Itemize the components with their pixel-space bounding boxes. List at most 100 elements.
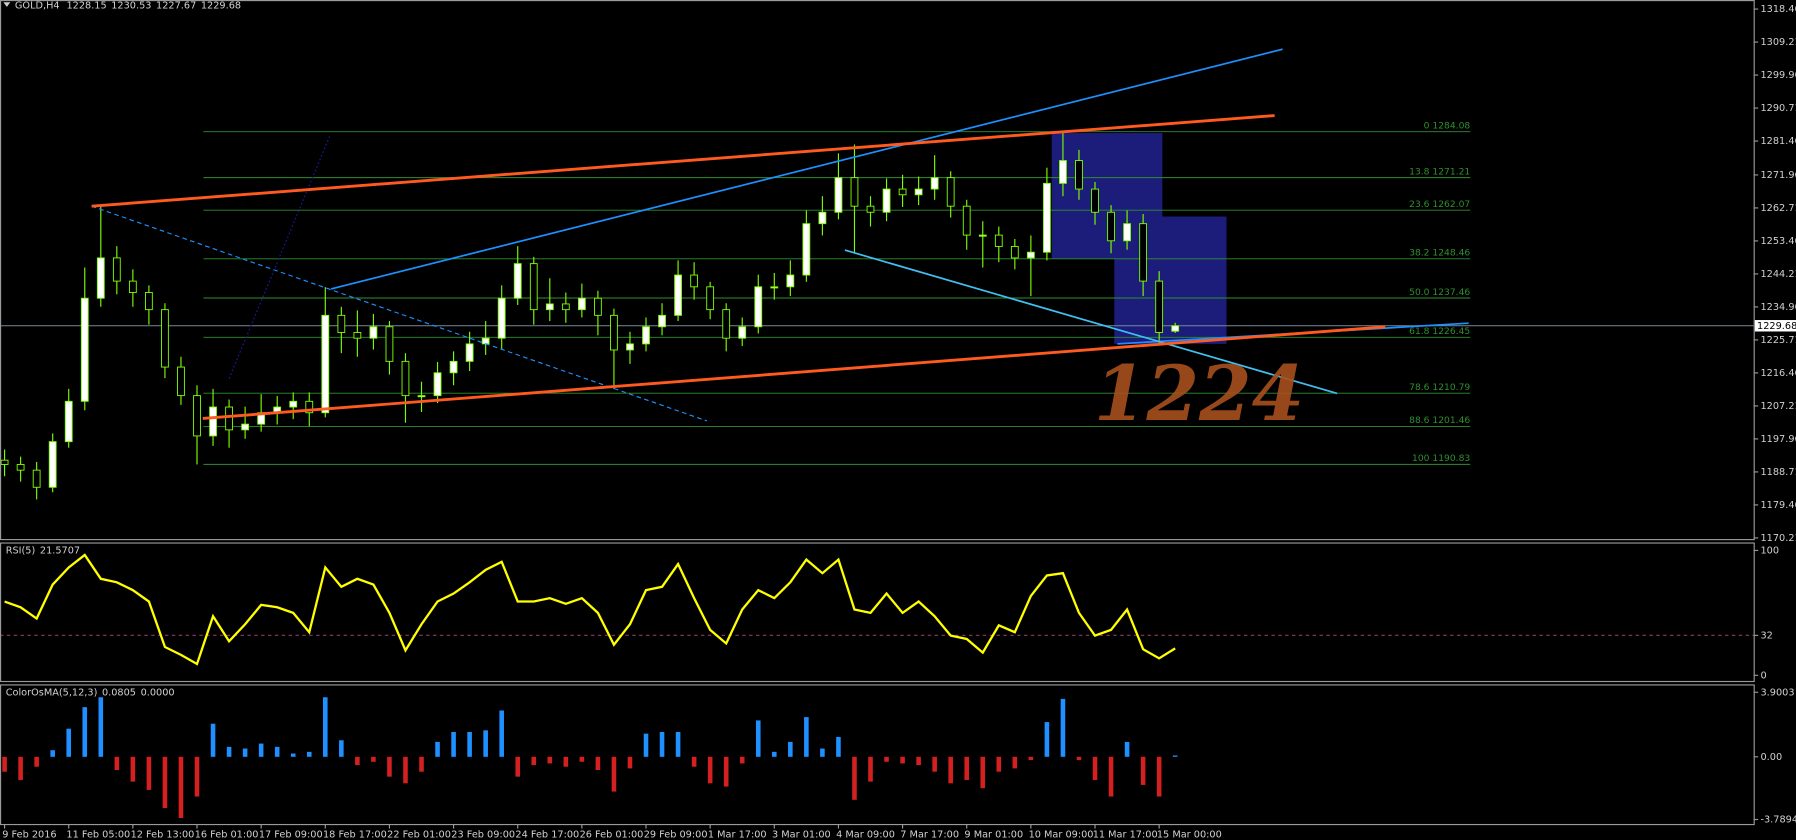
candle-body xyxy=(626,343,634,351)
candle-body xyxy=(577,297,586,311)
osma-bar xyxy=(1156,756,1162,797)
candle-body xyxy=(433,372,442,397)
x-tick-label: 24 Feb 17:00 xyxy=(515,829,579,840)
menu-triangle[interactable] xyxy=(3,2,11,7)
osma-bar xyxy=(387,756,392,777)
x-tick-label: 9 Mar 01:00 xyxy=(964,829,1023,840)
osma-bar xyxy=(1044,722,1050,757)
osma-bar xyxy=(643,733,649,757)
candle-body xyxy=(112,257,121,282)
osma-bar xyxy=(1060,698,1066,757)
x-tick-label: 16 Feb 01:00 xyxy=(195,829,259,840)
osma-bar xyxy=(980,756,986,789)
high: 1230.53 xyxy=(111,1,151,12)
candle-body xyxy=(177,366,185,397)
x-tick-label: 3 Mar 01:00 xyxy=(772,829,831,840)
y-tick-label: -3.7894 xyxy=(1760,815,1796,826)
x-tick-label: 7 Mar 17:00 xyxy=(900,829,959,840)
fib-label: 78.6 1210.79 xyxy=(1409,383,1470,393)
bid-label: 1229.68 xyxy=(1757,321,1796,332)
trendline xyxy=(844,249,1338,395)
x-tick-label: 10 Mar 09:00 xyxy=(1029,829,1094,840)
y-tick-label: 1244.21 xyxy=(1760,269,1796,280)
y-tick-label: 1179.46 xyxy=(1760,500,1796,511)
osma-bar xyxy=(515,756,521,777)
osma-bar xyxy=(419,756,424,772)
candle-body xyxy=(1091,188,1099,213)
bid-label-box xyxy=(1754,320,1796,332)
rsi-panel-frame xyxy=(0,542,1755,683)
x-tick-label: 17 Feb 09:00 xyxy=(259,829,323,840)
osma-bar xyxy=(451,731,456,757)
osma-bar xyxy=(755,720,761,757)
osma-bar xyxy=(66,728,72,757)
osma-bar xyxy=(772,751,777,757)
x-tick-label: 4 Mar 09:00 xyxy=(836,829,895,840)
osma-bar xyxy=(739,756,745,764)
osma-bar xyxy=(483,730,488,757)
osma-bar xyxy=(467,731,472,757)
y-tick-label: 1188.71 xyxy=(1760,467,1796,478)
candle-body xyxy=(497,297,506,339)
osma-bar xyxy=(948,756,953,784)
osma-bar xyxy=(339,740,344,757)
candle-body xyxy=(882,188,891,213)
candle-body xyxy=(690,274,699,288)
candle-body xyxy=(994,234,1003,247)
osma-bar xyxy=(371,756,376,762)
osma-bar xyxy=(964,756,970,780)
candle-body xyxy=(32,469,41,488)
osma-bar xyxy=(242,748,248,757)
rsi-line xyxy=(4,553,1176,666)
candle-body xyxy=(754,286,763,328)
candle-body xyxy=(225,406,233,431)
osma-bar xyxy=(996,756,1002,772)
osma-bar xyxy=(18,756,23,780)
candle-body xyxy=(561,303,570,311)
candle-body xyxy=(818,211,827,225)
candle-body xyxy=(417,395,426,398)
y-tick-label: 0 xyxy=(1760,670,1766,681)
y-tick-label: 1225.71 xyxy=(1760,335,1796,346)
candle-body xyxy=(209,406,217,437)
osma-bar xyxy=(611,756,617,792)
candle-body xyxy=(545,303,554,311)
osma-bar xyxy=(852,756,857,800)
candle-body xyxy=(1075,160,1083,190)
fib-label: 38.2 1248.46 xyxy=(1409,249,1470,259)
osma-bar xyxy=(355,756,360,766)
osma-bar xyxy=(531,756,537,766)
low: 1227.67 xyxy=(156,1,196,12)
osma-bar xyxy=(226,746,232,757)
osma-value: 0.0805 xyxy=(102,687,136,698)
osma-bar xyxy=(691,756,697,767)
osma-bar xyxy=(659,731,665,757)
osma-bar xyxy=(98,697,104,757)
y-tick-label: 1281.46 xyxy=(1760,136,1796,147)
osma-bar xyxy=(1172,755,1178,757)
candle-body xyxy=(594,297,602,316)
osma-bar xyxy=(194,756,200,797)
fib-label: 13.8 1271.21 xyxy=(1409,167,1470,177)
osma-bar xyxy=(290,753,296,757)
y-tick-label: 1271.96 xyxy=(1760,170,1796,181)
y-tick-label: 1234.96 xyxy=(1760,302,1796,313)
x-tick-label: 29 Feb 09:00 xyxy=(644,829,708,840)
y-tick-label: 1207.21 xyxy=(1760,401,1796,412)
osma-bar xyxy=(675,731,681,757)
osma-bar xyxy=(563,756,569,767)
y-tick-label: 1216.46 xyxy=(1760,368,1796,379)
osma-bar xyxy=(1124,741,1130,757)
candle-body xyxy=(1059,160,1067,184)
candle-body xyxy=(658,314,666,328)
candle-body xyxy=(866,205,875,213)
x-tick-label: 18 Feb 17:00 xyxy=(323,829,387,840)
osma-bar xyxy=(884,756,889,762)
fib-label: 0 1284.08 xyxy=(1424,121,1471,131)
candle-body xyxy=(962,205,971,236)
candle-body xyxy=(321,314,330,414)
rsi-value: 21.5707 xyxy=(40,545,80,556)
osma-bar xyxy=(579,756,585,762)
